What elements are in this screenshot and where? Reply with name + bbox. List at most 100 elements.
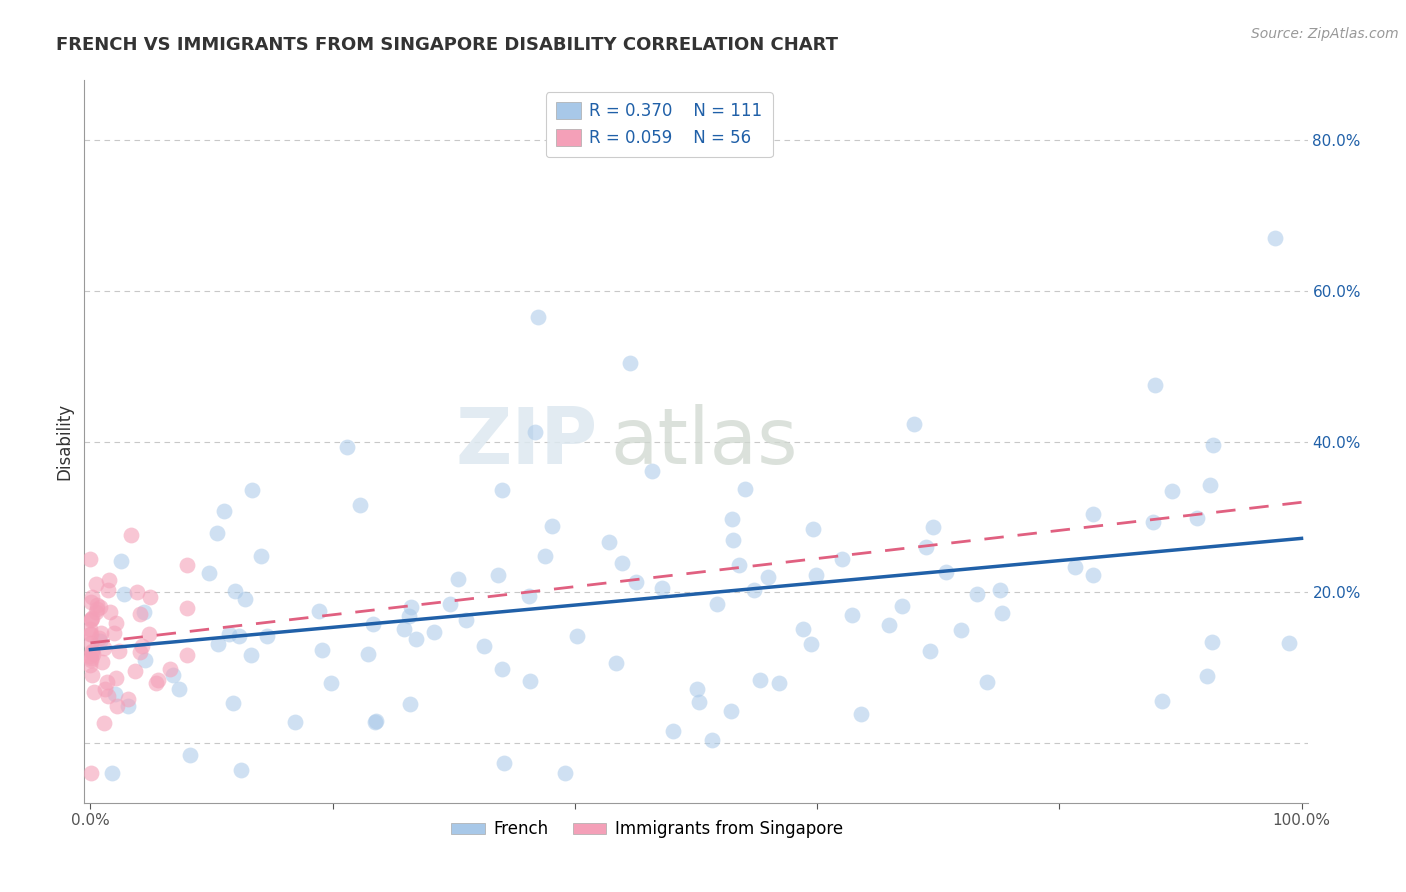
Point [80,612,103,626]
Point [494,756,516,770]
Point [1278,636,1301,650]
Point [97,582,120,597]
Point [90,655,112,669]
Point [80,652,103,666]
Point [134,653,156,667]
Point [349,498,371,512]
Point [364,715,387,730]
Point [176,648,198,662]
Point [117,691,139,706]
Point [108,644,131,658]
Point [162,667,184,681]
Point [567,629,589,643]
Point [90,626,112,640]
Point [1197,669,1219,683]
Point [84,577,107,591]
Point [84,605,107,619]
Point [519,673,541,688]
Point [721,533,744,548]
Point [235,592,257,607]
Point [105,671,128,685]
Point [82,590,104,604]
Point [138,590,160,604]
Point [454,613,477,627]
Point [366,714,388,729]
Point [1201,635,1223,649]
Text: FRENCH VS IMMIGRANTS FROM SINGAPORE DISABILITY CORRELATION CHART: FRENCH VS IMMIGRANTS FROM SINGAPORE DISA… [56,36,838,54]
Point [86,598,108,612]
Point [801,522,824,536]
Point [749,673,772,687]
Point [519,589,541,603]
Point [1264,231,1286,245]
Point [80,627,103,641]
Point [988,583,1011,598]
Point [308,604,330,618]
Point [124,665,146,679]
Point [146,673,169,688]
Point [921,520,943,534]
Point [159,662,181,676]
Point [401,599,423,614]
Point [398,608,420,623]
Point [1081,568,1104,582]
Point [702,733,724,747]
Point [79,552,101,566]
Point [640,464,662,478]
Point [800,637,823,651]
Point [110,554,132,568]
Point [80,636,103,650]
Point [82,645,104,659]
Point [83,684,105,698]
Point [176,600,198,615]
Text: Source: ZipAtlas.com: Source: ZipAtlas.com [1251,27,1399,41]
Point [112,587,135,601]
Point [82,647,104,661]
Point [125,585,148,599]
Point [734,482,756,496]
Point [103,626,125,640]
Point [598,534,620,549]
Point [841,608,863,623]
Point [79,627,101,641]
Point [228,629,250,643]
Point [89,631,111,645]
Point [742,583,765,598]
Point [554,765,576,780]
Point [93,640,115,655]
Point [1150,694,1173,708]
Point [662,724,685,739]
Point [804,568,827,582]
Point [1063,559,1085,574]
Point [218,626,240,640]
Point [1202,438,1225,452]
Point [918,644,941,658]
Point [96,675,118,690]
Point [240,648,263,662]
Point [651,582,673,596]
Point [491,662,513,676]
Point [250,549,273,563]
Point [229,763,252,777]
Point [976,674,998,689]
Point [80,595,103,609]
Point [80,611,103,625]
Point [768,676,790,690]
Point [915,541,938,555]
Text: atlas: atlas [610,403,797,480]
Point [392,622,415,636]
Point [1142,515,1164,529]
Point [610,556,633,570]
Point [240,483,263,498]
Point [100,605,122,619]
Point [336,440,359,454]
Point [949,624,972,638]
Point [626,575,648,590]
Point [86,602,108,616]
Point [104,687,127,701]
Point [80,668,103,682]
Point [903,417,925,431]
Point [534,549,557,563]
Point [94,682,117,697]
Point [720,704,742,718]
